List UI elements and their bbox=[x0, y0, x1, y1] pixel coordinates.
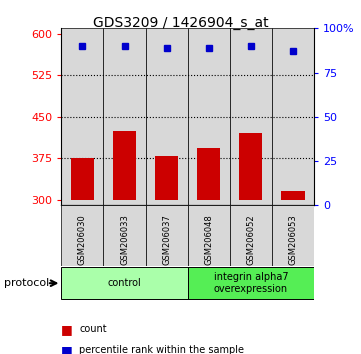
Text: ■: ■ bbox=[61, 323, 73, 336]
Bar bbox=[272, 205, 314, 266]
Bar bbox=[282, 192, 305, 200]
Bar bbox=[197, 148, 220, 200]
Text: count: count bbox=[79, 324, 107, 334]
Text: integrin alpha7
overexpression: integrin alpha7 overexpression bbox=[214, 272, 288, 294]
Bar bbox=[61, 205, 104, 266]
Text: GSM206048: GSM206048 bbox=[204, 214, 213, 265]
Bar bbox=[104, 28, 145, 205]
Text: protocol: protocol bbox=[4, 278, 49, 288]
Bar bbox=[113, 131, 136, 200]
Text: percentile rank within the sample: percentile rank within the sample bbox=[79, 346, 244, 354]
Text: GSM206033: GSM206033 bbox=[120, 214, 129, 265]
Bar bbox=[239, 133, 262, 200]
Bar bbox=[145, 205, 188, 266]
Text: ■: ■ bbox=[61, 344, 73, 354]
Bar bbox=[230, 28, 272, 205]
Text: GDS3209 / 1426904_s_at: GDS3209 / 1426904_s_at bbox=[93, 16, 268, 30]
Text: GSM206052: GSM206052 bbox=[247, 214, 255, 265]
Bar bbox=[61, 28, 104, 205]
Bar bbox=[188, 205, 230, 266]
Bar bbox=[104, 205, 145, 266]
Bar bbox=[145, 28, 188, 205]
Bar bbox=[155, 155, 178, 200]
Text: GSM206037: GSM206037 bbox=[162, 214, 171, 265]
Bar bbox=[188, 267, 314, 299]
Text: GSM206053: GSM206053 bbox=[288, 214, 297, 265]
Text: control: control bbox=[108, 278, 142, 288]
Bar bbox=[230, 205, 272, 266]
Bar bbox=[272, 28, 314, 205]
Text: GSM206030: GSM206030 bbox=[78, 214, 87, 265]
Bar bbox=[71, 158, 94, 200]
Bar bbox=[188, 28, 230, 205]
Bar bbox=[61, 267, 188, 299]
